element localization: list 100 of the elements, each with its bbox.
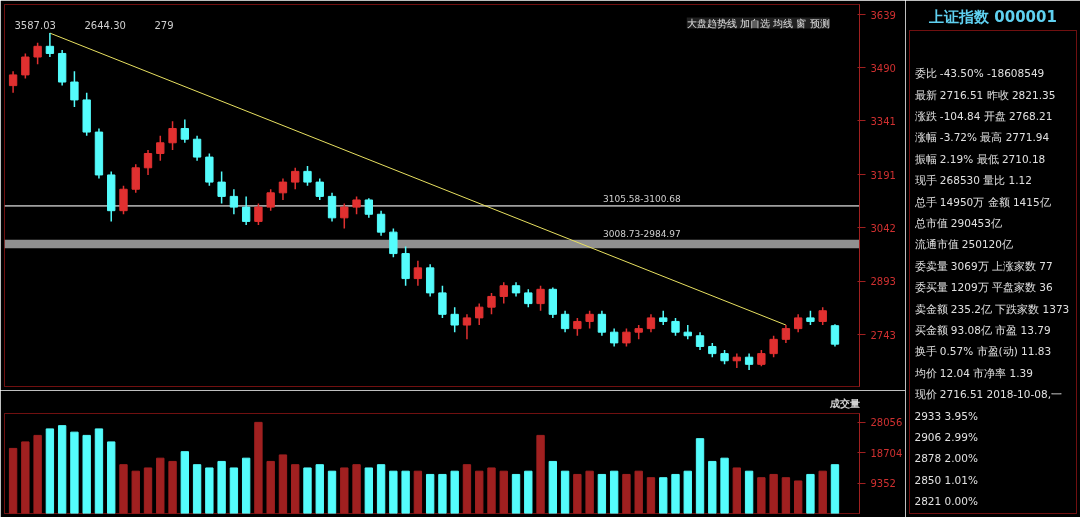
bar xyxy=(401,470,410,514)
candlestick xyxy=(229,188,239,216)
text: 振幅 2.19% 最低 2710.18 xyxy=(914,152,1046,165)
bar xyxy=(205,467,214,514)
text: 现价 2716.51 2018-10-08,一 xyxy=(914,388,1062,401)
candlestick xyxy=(683,324,692,341)
text: 卖金额 235.2亿 下跌家数 1373 xyxy=(914,302,1070,315)
bar xyxy=(671,473,680,514)
y-tick-label: 3191 xyxy=(870,169,896,181)
text: 上证指数 000001 xyxy=(928,7,1057,26)
candlestick xyxy=(291,167,300,190)
bar xyxy=(475,470,484,514)
y-tick-label: 2893 xyxy=(870,276,896,288)
bar xyxy=(585,470,594,514)
bar xyxy=(291,464,300,514)
candlestick xyxy=(389,227,398,258)
candlestick xyxy=(70,70,79,108)
candlestick xyxy=(364,197,374,219)
bar xyxy=(806,473,815,514)
y-tick-label: 2743 xyxy=(870,329,896,341)
bar xyxy=(327,470,337,514)
candlestick xyxy=(315,177,324,201)
bar xyxy=(425,473,435,514)
bar xyxy=(82,434,91,514)
bar xyxy=(597,473,607,514)
bar xyxy=(94,428,104,514)
bar xyxy=(818,470,827,514)
text: 总手 14950万 金额 1415亿 xyxy=(913,195,1051,208)
bar xyxy=(119,464,128,514)
y-tick-label: 9352 xyxy=(870,478,896,490)
candlestick xyxy=(303,165,312,187)
text: 2878 2.00% xyxy=(914,452,978,465)
bar xyxy=(536,434,545,514)
candlestick xyxy=(327,192,337,223)
text: 2933 3.95% xyxy=(914,409,978,422)
candlestick xyxy=(560,309,570,333)
bar xyxy=(708,460,717,514)
candlestick xyxy=(143,149,153,176)
annotation: 大盘趋势线 加自选 均线 窗 预测 xyxy=(686,17,830,29)
candlestick xyxy=(254,202,263,226)
candlestick xyxy=(462,313,472,341)
candlestick xyxy=(340,202,349,230)
bar xyxy=(659,477,668,514)
bar xyxy=(70,431,79,514)
candlestick xyxy=(266,188,275,212)
candlestick xyxy=(192,134,202,162)
bar xyxy=(499,470,508,514)
text: 涨幅 -3.72% 最高 2771.94 xyxy=(914,131,1050,144)
text: 2821 0.00% xyxy=(914,495,978,508)
candlestick xyxy=(499,281,508,305)
bar xyxy=(438,473,447,514)
text: 委比 -43.50% -18608549 xyxy=(914,67,1045,80)
candlestick xyxy=(278,177,288,201)
text: 2850 1.01% xyxy=(914,473,978,486)
bar xyxy=(364,467,374,514)
band-label: 3105.58-3100.68 xyxy=(603,194,681,205)
candlestick xyxy=(131,163,140,194)
bar xyxy=(487,467,496,514)
candlestick xyxy=(241,195,251,226)
bar xyxy=(646,477,656,514)
annotation: 2644.30 xyxy=(84,19,126,31)
y-tick-label: 3639 xyxy=(870,9,896,21)
bar xyxy=(57,425,67,514)
candlestick xyxy=(45,32,55,58)
candlestick xyxy=(376,209,386,237)
bar xyxy=(622,473,631,514)
bar xyxy=(278,454,288,514)
bar xyxy=(340,467,349,514)
bar xyxy=(303,467,312,514)
candlestick xyxy=(450,306,459,333)
text: 总市值 290453亿 xyxy=(913,217,1002,230)
bar xyxy=(389,470,398,514)
text: 现手 268530 量比 1.12 xyxy=(914,174,1032,187)
bar xyxy=(192,464,202,514)
bar xyxy=(168,460,177,514)
bar xyxy=(229,467,239,514)
bar xyxy=(744,470,754,514)
bar xyxy=(241,457,251,514)
bar xyxy=(131,470,140,514)
bar xyxy=(217,460,226,514)
text: 买金额 93.08亿 市盈 13.79 xyxy=(914,323,1051,336)
y-tick-label: 3042 xyxy=(870,222,896,234)
candlestick xyxy=(487,292,496,316)
candlestick xyxy=(156,134,165,162)
candlestick xyxy=(413,259,423,287)
candlestick xyxy=(180,118,189,144)
text: 均价 12.04 市净率 1.39 xyxy=(913,366,1033,379)
bar xyxy=(254,421,263,514)
text: 委卖量 3069万 上涨家数 77 xyxy=(914,259,1053,272)
bar xyxy=(683,470,692,514)
bar xyxy=(45,428,55,514)
text: 最新 2716.51 昨收 2821.35 xyxy=(914,88,1056,101)
bar xyxy=(21,441,30,514)
bar xyxy=(695,438,705,514)
bar xyxy=(107,441,116,514)
bar xyxy=(548,460,558,514)
candlestick xyxy=(438,284,447,319)
bar xyxy=(732,467,742,514)
bar xyxy=(781,477,791,514)
candlestick xyxy=(33,41,42,65)
